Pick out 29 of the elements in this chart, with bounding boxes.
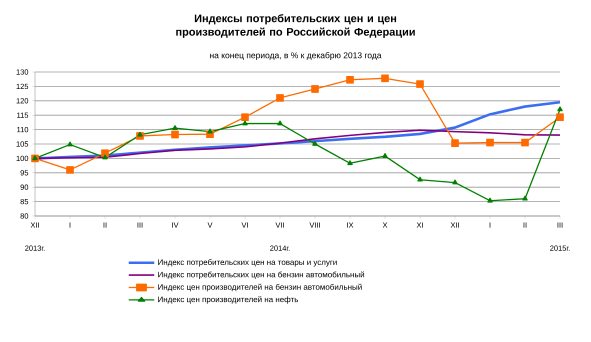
point <box>172 125 178 130</box>
chart-title: Индексы потребительских цен и цен производителей по Российской Федерации <box>176 14 415 38</box>
point <box>277 120 283 126</box>
point <box>347 160 353 166</box>
point <box>556 113 564 122</box>
point <box>67 142 73 146</box>
point <box>417 176 423 182</box>
point <box>522 196 528 201</box>
point <box>381 74 389 82</box>
point <box>452 180 458 184</box>
point <box>241 113 249 122</box>
point <box>451 139 459 147</box>
point <box>521 138 529 146</box>
point <box>416 80 424 88</box>
point <box>207 128 213 134</box>
point <box>137 132 143 137</box>
point <box>66 166 74 174</box>
chart-subtitle: на конец периода, в % к декабрю 2013 года <box>210 52 382 60</box>
point <box>486 138 494 146</box>
point <box>102 154 108 160</box>
point <box>382 153 388 158</box>
point <box>276 94 284 102</box>
point <box>171 130 179 138</box>
point <box>346 76 354 84</box>
point <box>242 120 248 126</box>
point <box>312 140 318 146</box>
point <box>311 85 319 93</box>
point <box>557 106 563 112</box>
point <box>487 198 493 203</box>
